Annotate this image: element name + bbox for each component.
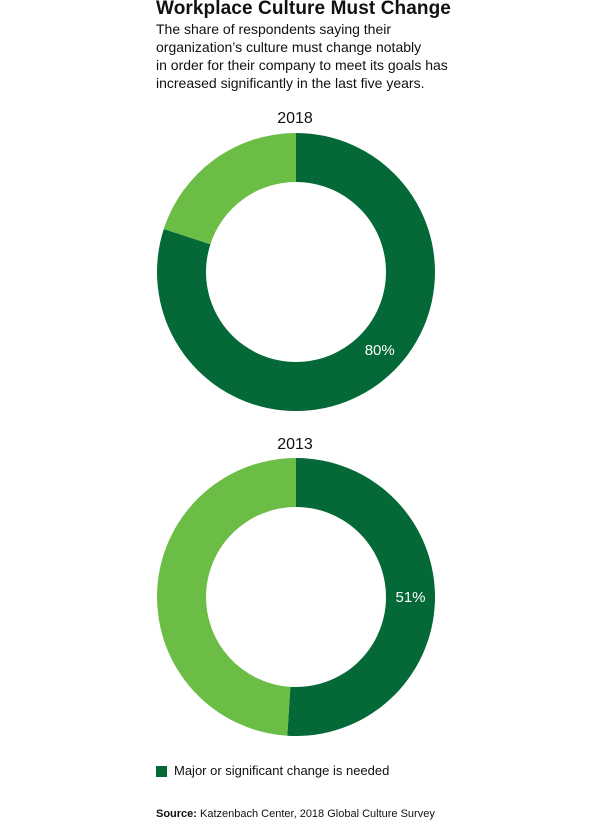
chart-title-2013: 2013 <box>277 436 313 453</box>
legend: Major or significant change is needed <box>156 763 389 779</box>
page-title: Workplace Culture Must Change <box>156 0 451 19</box>
donut-slice-other <box>157 458 296 736</box>
subtitle: The share of respondents saying their or… <box>156 20 476 92</box>
data-label: 51% <box>395 589 425 606</box>
donut-chart-2013: 51% <box>157 458 436 736</box>
source-note: Source: Katzenbach Center, 2018 Global C… <box>156 807 435 821</box>
source-text: Katzenbach Center, 2018 Global Culture S… <box>196 808 435 820</box>
legend-swatch <box>156 765 167 777</box>
donut-slice-other <box>163 133 296 245</box>
source-prefix: Source: <box>156 808 197 820</box>
donut-slice-major-change <box>157 133 435 412</box>
legend-label: Major or significant change is needed <box>174 763 390 778</box>
chart-title-2018: 2018 <box>277 110 313 127</box>
data-label: 80% <box>365 342 395 359</box>
subtitle-line: The share of respondents saying their <box>156 21 392 37</box>
subtitle-line: organization’s culture must change notab… <box>156 39 422 55</box>
subtitle-line: in order for their company to meet its g… <box>156 57 448 73</box>
donut-chart-2018: 80% <box>157 133 435 412</box>
subtitle-line: increased significantly in the last five… <box>156 75 425 91</box>
donut-slice-major-change <box>287 458 436 736</box>
